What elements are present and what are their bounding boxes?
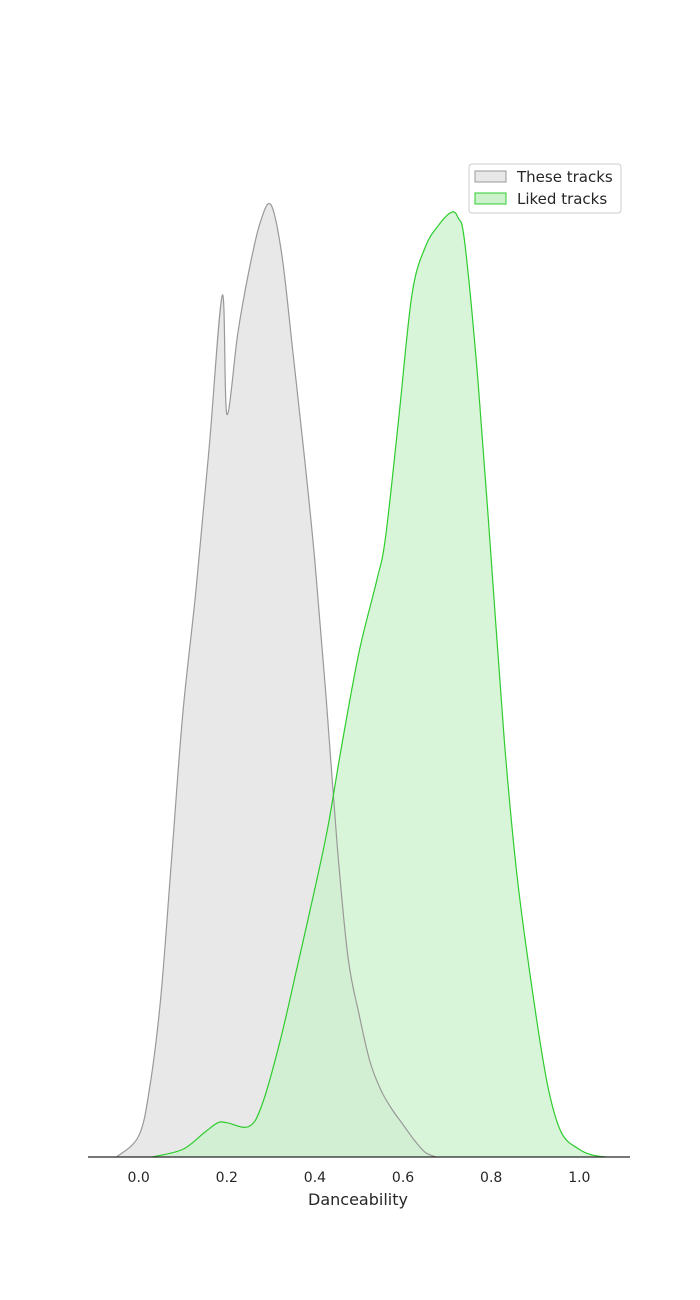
x-tick-label: 0.6 [392, 1170, 414, 1186]
legend-swatch-liked-tracks [475, 193, 506, 204]
x-tick-label: 0.8 [480, 1170, 502, 1186]
x-tick-label: 1.0 [568, 1170, 590, 1186]
legend-label-liked-tracks: Liked tracks [517, 190, 607, 208]
legend: These tracks Liked tracks [469, 164, 621, 213]
legend-label-these-tracks: These tracks [516, 168, 613, 186]
fill-layer [117, 203, 606, 1157]
x-tick-label: 0.0 [128, 1170, 150, 1186]
x-tick-layer: 0.0 0.2 0.4 0.6 0.8 1.0 [128, 1157, 591, 1186]
legend-swatch-these-tracks [475, 171, 506, 182]
x-tick-label: 0.4 [304, 1170, 326, 1186]
x-tick-label: 0.2 [216, 1170, 238, 1186]
x-axis-title: Danceability [308, 1190, 408, 1209]
